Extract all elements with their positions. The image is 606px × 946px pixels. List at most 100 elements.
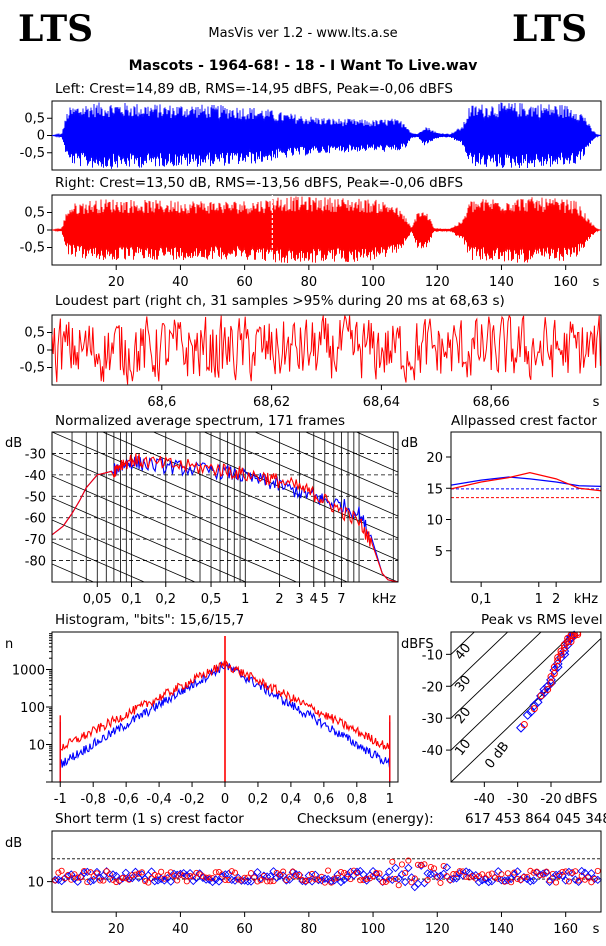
loudest-xtick-label: 68,66 [473, 395, 510, 410]
stc-point-right [575, 877, 582, 884]
stc-point-right [376, 870, 383, 877]
stc-point-left [214, 877, 224, 886]
stc-point-left [381, 873, 391, 882]
stc-point-right [135, 870, 142, 877]
pvr-xtick-label: -20 [540, 792, 561, 807]
histogram-ytick-label: 10 [28, 739, 45, 754]
stc-point-right [148, 875, 155, 882]
histogram-xtick-label: -0,6 [113, 792, 138, 807]
stc-point-right [212, 869, 219, 876]
pvr-point-right [560, 641, 568, 649]
spectrum-xtick-label: 0,2 [155, 592, 176, 607]
left-waveform [52, 102, 601, 169]
stc-point-right [228, 868, 235, 875]
checksum-label: Checksum (energy): [297, 811, 434, 827]
stc-point-right [161, 875, 168, 882]
stc-point-left [474, 877, 484, 887]
histogram-ytick-label: 1000 [12, 664, 45, 679]
stc-point-right [482, 875, 489, 882]
stc-xunit-label: s [593, 922, 600, 937]
stc-point-left [513, 867, 522, 876]
stc-point-left [266, 872, 275, 881]
stc-point-right [408, 879, 415, 886]
stc-point-right [398, 861, 405, 868]
spectrum-slope-line [101, 432, 398, 561]
pvr-point-left [529, 700, 540, 711]
stc-xtick-label: 100 [361, 922, 386, 937]
allpassed-xunit-label: kHz [574, 592, 598, 607]
stc-point-left [112, 871, 121, 881]
left-ytick-label: 0,5 [24, 111, 45, 126]
stc-point-right [479, 871, 486, 878]
stc-point-left [397, 870, 407, 879]
spectrum-slope-line [52, 519, 197, 582]
stc-point-right [187, 873, 194, 880]
right-xtick-label: 60 [236, 275, 253, 290]
stc-point-right [248, 870, 255, 877]
stc-point-right [418, 861, 425, 868]
stc-point-left [561, 876, 570, 885]
lts-logo-right: LTS [512, 8, 588, 50]
song-title: Mascots - 1964-68! - 18 - I Want To Live… [128, 58, 478, 74]
loudest-ytick-label: 0,5 [24, 326, 45, 341]
allpassed-xtick-label: 0,1 [471, 592, 492, 607]
stc-point-right [379, 879, 386, 886]
stc-point-right [414, 861, 422, 868]
stc-point-left [307, 877, 317, 886]
loudest-xtick-label: 68,6 [147, 395, 176, 410]
stc-point-right [402, 870, 409, 877]
allpassed-series-1 [451, 472, 601, 492]
pvr-xlabel: dBFS [565, 792, 598, 807]
stc-point-right [591, 875, 598, 882]
stc-point-left [86, 877, 95, 886]
loudest-xtick-label: 68,64 [363, 395, 400, 410]
pvr-diagonal-label: 30 [452, 673, 474, 695]
histogram-title: Histogram, "bits": 15,6/15,7 [55, 612, 245, 628]
stc-point-right [411, 875, 418, 882]
stc-point-right [97, 877, 104, 884]
histogram-xtick-label: -0,2 [179, 792, 204, 807]
right-ytick-label: 0 [37, 223, 45, 238]
stc-point-right [81, 868, 88, 875]
spectrum-ytick-label: -50 [25, 490, 46, 505]
loudest-xtick-label: 68,62 [253, 395, 290, 410]
stc-xtick-label: 40 [172, 922, 189, 937]
stc-point-right [495, 875, 502, 882]
allpassed-ytick-label: 5 [435, 545, 443, 560]
stc-point-right [594, 867, 601, 874]
pvr-ylabel: dBFS [401, 637, 434, 652]
stc-point-right [264, 878, 271, 885]
stc-point-right [569, 869, 576, 876]
spectrum-xunit-label: kHz [372, 592, 396, 607]
spectrum-title: Normalized average spectrum, 171 frames [55, 413, 345, 429]
histogram-xtick-label: -0,4 [146, 792, 171, 807]
right-ytick-label: 0,5 [24, 206, 45, 221]
stc-point-right [331, 875, 338, 882]
loudest-part-title: Loudest part (right ch, 31 samples >95% … [55, 293, 505, 309]
loudest-xunit-label: s [593, 395, 600, 410]
stc-point-right [286, 873, 293, 880]
stc-point-left [272, 873, 281, 882]
spectrum-xtick-label: 5 [321, 592, 329, 607]
right-ytick-label: -0,5 [20, 241, 45, 256]
stc-point-right [251, 874, 258, 881]
spectrum-xtick-label: 7 [337, 592, 345, 607]
spectrum-xtick-label: 3 [295, 592, 303, 607]
pvr-point-right [537, 692, 545, 700]
spectrum-ytick-label: -30 [25, 447, 46, 462]
stc-point-right [508, 879, 515, 886]
stc-point-right [392, 875, 399, 883]
stc-point-right [103, 868, 110, 875]
pvr-crest-diagonal [451, 632, 575, 751]
stc-point-right [585, 874, 592, 881]
stc-point-right [292, 873, 300, 880]
stc-point-right [492, 874, 499, 881]
spectrum-slope-line [52, 453, 349, 582]
spectrum-slope-line [52, 497, 247, 582]
stc-point-left [436, 871, 445, 881]
pvr-point-right [544, 685, 552, 693]
loudest-ytick-label: 0 [37, 343, 45, 358]
stc-point-left [234, 873, 243, 883]
stc-point-right [84, 879, 91, 886]
stc-point-right [260, 872, 267, 880]
